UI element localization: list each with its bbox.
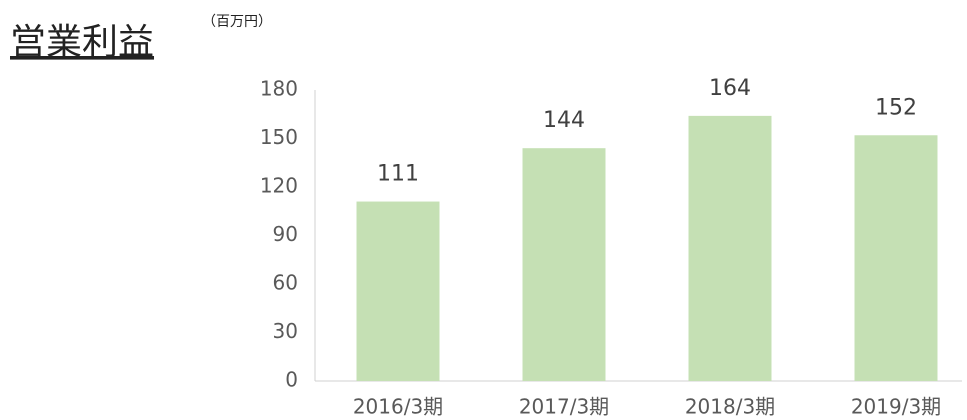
unit-label: （百万円） (202, 14, 272, 30)
value-label: 144 (543, 108, 585, 133)
y-tick-label: 180 (260, 77, 298, 101)
x-tick-label: 2018/3期 (685, 395, 775, 419)
value-label: 152 (875, 95, 917, 120)
y-tick-label: 90 (273, 222, 298, 246)
x-tick-label: 2017/3期 (519, 395, 609, 419)
y-tick-label: 120 (260, 174, 298, 198)
bar (854, 135, 938, 381)
y-tick-label: 0 (285, 368, 298, 392)
bar (356, 201, 440, 381)
y-tick-label: 150 (260, 125, 298, 149)
y-tick-label: 30 (273, 319, 298, 343)
value-label: 111 (377, 162, 419, 187)
bar (522, 148, 606, 381)
x-tick-label: 2019/3期 (851, 395, 941, 419)
y-tick-label: 60 (273, 271, 298, 295)
x-tick-label: 2016/3期 (353, 395, 443, 419)
bar (688, 115, 772, 381)
value-label: 164 (709, 76, 751, 101)
chart-title: 営業利益 (10, 22, 154, 63)
